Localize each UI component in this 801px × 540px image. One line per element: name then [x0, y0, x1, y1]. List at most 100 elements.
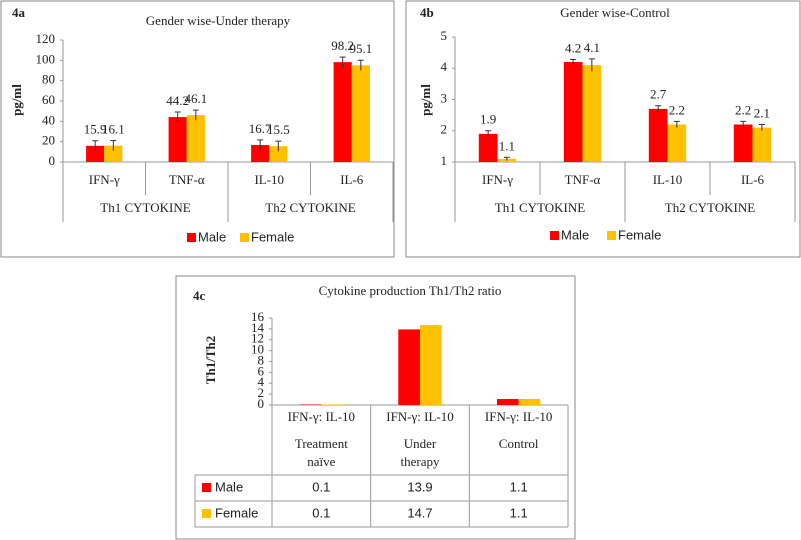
panel-border — [405, 0, 801, 258]
data-label: 1.1 — [499, 138, 515, 153]
bar — [269, 146, 288, 162]
bar — [351, 65, 370, 162]
data-label: 4.1 — [584, 40, 600, 55]
bar — [478, 133, 498, 162]
bar — [186, 115, 205, 162]
data-label: 95.1 — [349, 41, 372, 56]
x-tick-label: IFN-γ: IL-10 — [386, 409, 454, 424]
data-label: 2.7 — [650, 87, 667, 102]
data-label: 2.1 — [754, 105, 770, 120]
panel-label: 4b — [420, 5, 434, 20]
x-tick-label: IL-10 — [653, 172, 683, 187]
legend-swatch — [202, 509, 211, 518]
y-tick-label: 16 — [251, 309, 265, 324]
table-value: 1.1 — [510, 479, 528, 494]
legend-swatch — [240, 233, 249, 242]
data-label: 46.1 — [184, 91, 207, 106]
y-tick-label: 20 — [42, 133, 55, 148]
group-label: Th2 CYTOKINE — [665, 200, 755, 215]
y-tick-label: 2 — [441, 122, 448, 137]
y-tick-label: 120 — [36, 31, 56, 46]
legend-label: Male — [198, 229, 226, 244]
chart-title: Gender wise-Under therapy — [146, 13, 291, 28]
y-tick-label: 12 — [251, 331, 264, 346]
table-value: 0.1 — [312, 505, 330, 520]
group-label: Th2 CYTOKINE — [265, 200, 355, 215]
panel-border — [0, 0, 395, 258]
data-label: 44.2 — [166, 93, 189, 108]
y-tick-label: 100 — [36, 51, 56, 66]
y-tick-label: 8 — [258, 352, 265, 367]
legend-label: Male — [215, 479, 243, 494]
bar — [733, 124, 753, 162]
y-tick-label: 60 — [42, 92, 55, 107]
bar — [168, 117, 187, 162]
bar — [752, 127, 772, 162]
legend-swatch — [607, 231, 616, 240]
bar — [299, 404, 322, 405]
table-value: 13.9 — [407, 479, 432, 494]
x-tick-label: IL-6 — [741, 172, 765, 187]
bar — [398, 329, 420, 405]
y-tick-label: 4 — [258, 374, 265, 389]
legend-label: Female — [251, 229, 294, 244]
bar — [333, 62, 352, 163]
y-tick-label: 0 — [49, 153, 56, 168]
data-label: 2.2 — [669, 102, 685, 117]
data-label: 4.2 — [565, 40, 581, 55]
y-tick-label: 3 — [441, 90, 448, 105]
y-tick-label: 10 — [251, 342, 264, 357]
bar — [563, 62, 583, 162]
bar — [518, 399, 541, 405]
legend-swatch — [550, 231, 559, 240]
data-label: 16.7 — [249, 121, 272, 136]
data-label: 1.9 — [480, 112, 496, 127]
data-label: 15.5 — [267, 122, 290, 137]
y-tick-label: 5 — [441, 28, 448, 43]
y-tick-label: 6 — [258, 363, 265, 378]
legend-swatch — [187, 233, 196, 242]
y-tick-label: 40 — [42, 112, 55, 127]
chart-title: Cytokine production Th1/Th2 ratio — [319, 283, 502, 298]
table-value: 0.1 — [312, 479, 330, 494]
bar — [496, 399, 519, 405]
bar — [667, 124, 687, 162]
x-tick-label: IFN-γ — [89, 172, 120, 187]
bar — [582, 65, 602, 162]
y-axis-label: pg/ml — [9, 84, 24, 116]
data-label: 98.2 — [331, 38, 354, 53]
bar — [648, 108, 668, 162]
y-axis-label: Th1/Th2 — [203, 336, 218, 384]
y-tick-label: 4 — [441, 59, 448, 74]
x-tick-label: TNF-α — [565, 172, 601, 187]
x-subcategory-label: Under therapy — [400, 436, 440, 469]
bar — [86, 145, 105, 162]
y-tick-label: 14 — [251, 320, 265, 335]
chart-title: Gender wise-Control — [560, 5, 670, 20]
x-tick-label: IL-6 — [340, 172, 364, 187]
table-value: 14.7 — [407, 505, 432, 520]
y-tick-label: 1 — [441, 153, 448, 168]
legend-label: Male — [561, 227, 589, 242]
x-tick-label: IFN-γ: IL-10 — [287, 409, 356, 424]
data-label: 2.2 — [735, 102, 751, 117]
x-tick-label: IFN-γ — [482, 172, 513, 187]
table-value: 1.1 — [510, 505, 528, 520]
y-tick-label: 2 — [258, 385, 265, 400]
group-label: Th1 CYTOKINE — [495, 200, 585, 215]
panel-label: 4a — [12, 5, 26, 20]
bar — [321, 404, 344, 405]
x-tick-label: IFN-γ: IL-10 — [484, 409, 553, 424]
bar — [104, 145, 123, 162]
x-subcategory-label: Control — [498, 436, 539, 451]
panel-border — [175, 275, 576, 540]
bar — [420, 325, 442, 405]
legend-label: Female — [215, 505, 258, 520]
panel-label: 4c — [193, 288, 206, 303]
x-subcategory-label: Treatment naïve — [294, 436, 348, 469]
x-tick-label: IL-10 — [254, 172, 284, 187]
data-label: 16.1 — [102, 122, 125, 137]
x-tick-label: TNF-α — [169, 172, 205, 187]
